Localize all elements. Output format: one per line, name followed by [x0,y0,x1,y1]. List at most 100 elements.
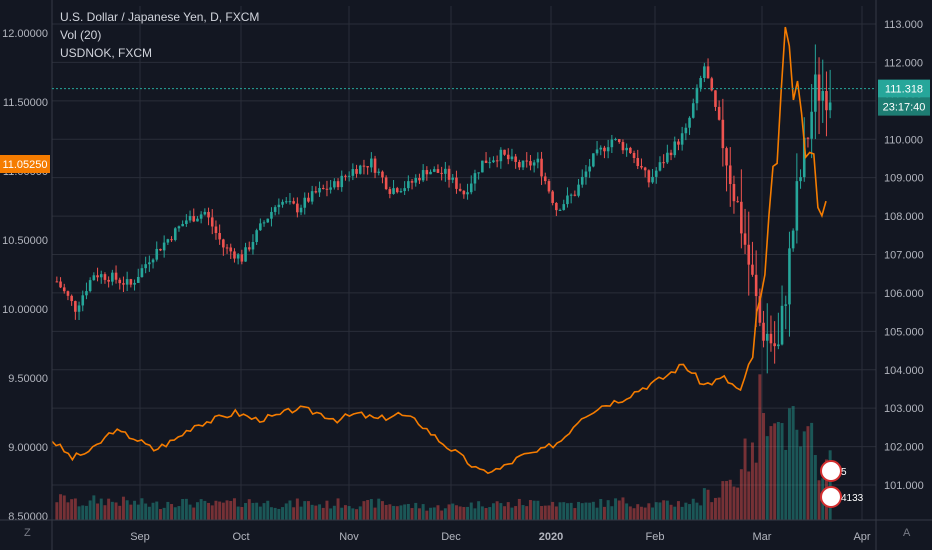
candle-body [296,203,299,213]
x-tick-label: Mar [753,531,772,543]
candle-body [247,247,251,250]
volume-bar [580,503,584,520]
volume-bar [462,507,466,520]
candle-body [436,169,440,173]
candle-body [55,281,59,283]
volume-bar [325,500,329,520]
candle-body [177,226,181,229]
candle-body [403,188,406,192]
volume-bar [495,501,499,520]
volume-bar [739,469,743,520]
left-tick-label: 10.50000 [2,235,48,247]
volume-bar [107,498,111,520]
volume-bar [762,413,766,520]
volume-bar [488,507,492,520]
volume-bar [336,498,340,520]
candle-body [292,201,295,204]
candle-body [384,177,388,190]
candle-body [654,170,658,177]
volume-bar [669,504,673,520]
volume-bar [355,509,359,520]
candle-body [488,162,492,164]
candle-body [521,160,525,168]
volume-bar [710,502,714,520]
candle-body [547,181,551,192]
candle-body [440,172,443,174]
volume-bar [632,508,636,520]
volume-bar [565,503,569,520]
candle-body [769,333,773,344]
candle-body [821,91,825,101]
grid [52,6,876,520]
right-tick-label: 105.000 [884,326,924,338]
legend-volume[interactable]: Vol (20) [60,28,102,42]
candle-body [625,147,628,151]
volume-bar [380,501,384,520]
candle-body [784,304,788,306]
candle-body [666,152,669,163]
candle-body [366,166,369,168]
candle-body [299,207,303,213]
event-marker-top: 5 [841,467,847,478]
candle-body [569,194,573,196]
candle-body [536,158,540,163]
candle-body [125,279,129,285]
legend-overlay[interactable]: USDNOK, FXCM [60,46,153,60]
right-tick-label: 109.000 [884,173,924,185]
left-tick-label: 11.50000 [3,97,48,109]
candle-body [532,162,536,166]
candle-body [377,171,381,173]
volume-bar [806,426,810,520]
legend-main-series[interactable]: U.S. Dollar / Japanese Yen, D, FXCM [60,10,260,24]
candle-body [747,244,751,265]
candle-body [695,87,699,104]
candle-body [362,165,366,167]
x-tick-label: 2020 [539,531,563,543]
volume-bar [654,502,658,520]
event-marker-bottom: 4133 [841,493,864,504]
candle-body [566,195,569,205]
candle-body [407,181,410,189]
volume-bar [503,506,507,520]
candle-body [592,153,595,167]
candle-body [162,242,166,251]
right-tick-label: 103.000 [884,403,924,415]
volume-bar [129,504,133,520]
auto-scale-icon[interactable]: A [903,527,911,539]
volume-bar [207,502,211,520]
volume-bar [780,423,784,520]
volume-bar [717,497,721,520]
candle-body [240,254,244,262]
candle-body [732,184,736,202]
candle-body [340,175,344,188]
volume-bar [262,503,266,520]
volume-bar [269,507,273,520]
usdnok-line [51,26,827,475]
volume-bar [466,506,470,520]
candle-body [122,283,125,285]
volume-bar [229,500,233,520]
volume-bar [647,503,651,520]
volume-bar [395,506,399,520]
volume-bar [214,500,218,520]
candles[interactable] [55,44,832,374]
volume-bar [421,504,425,520]
candle-body [606,147,610,152]
volume-bar [491,503,495,520]
volume-bar [277,508,281,520]
volume-bar [736,487,740,520]
candle-body [181,224,184,227]
volume-bar [232,498,236,520]
volume-bar [347,506,351,520]
volume-bar [118,505,122,520]
volume-bar [240,507,244,520]
volume-bar [743,438,747,520]
volume-bar [292,507,296,520]
volume-bar [691,498,695,520]
volume-bar [110,501,114,520]
volume-bar [769,426,773,520]
timezone-icon[interactable]: Z [24,527,31,539]
